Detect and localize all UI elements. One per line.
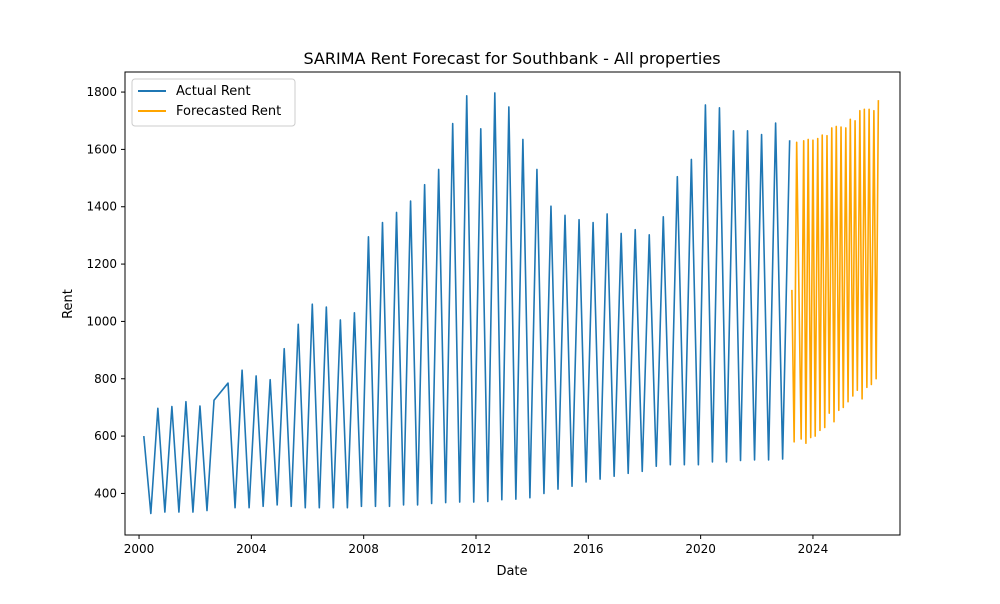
- x-tick-label: 2000: [124, 542, 155, 556]
- y-tick-label: 400: [94, 486, 117, 500]
- y-tick-label: 800: [94, 372, 117, 386]
- axes-layer: 2000 2004 2008 2012 2016 2020 2024 400 600 800 100…: [86, 71, 901, 556]
- series-line-actual-rent: [143, 92, 791, 515]
- y-tick-label: 1200: [86, 257, 117, 271]
- x-tick-label: 2024: [798, 542, 829, 556]
- x-axis-label: Date: [496, 564, 527, 579]
- x-tick-label: 2016: [573, 542, 604, 556]
- x-tick-label: 2020: [685, 542, 716, 556]
- x-tick-label: 2004: [236, 542, 267, 556]
- series-layer: [143, 92, 880, 515]
- y-tick-label: 1600: [86, 142, 117, 156]
- y-axis-label: Rent: [61, 289, 76, 319]
- legend-box: [131, 78, 296, 127]
- series-line-forecasted-rent: [791, 100, 880, 445]
- legend-label-forecasted-rent: Forecasted Rent: [176, 104, 281, 119]
- y-tick-label: 1400: [86, 200, 117, 214]
- plot-frame: [124, 71, 901, 536]
- legend-label-actual-rent: Actual Rent: [176, 84, 251, 99]
- y-tick-label: 1800: [86, 85, 117, 99]
- chart-title: SARIMA Rent Forecast for Southbank - All…: [303, 49, 720, 68]
- x-tick-label: 2008: [348, 542, 379, 556]
- y-tick-label: 600: [94, 429, 117, 443]
- chart-legend: Actual Rent Forecasted Rent: [131, 78, 296, 127]
- y-tick-label: 1000: [86, 314, 117, 328]
- x-tick-label: 2012: [461, 542, 492, 556]
